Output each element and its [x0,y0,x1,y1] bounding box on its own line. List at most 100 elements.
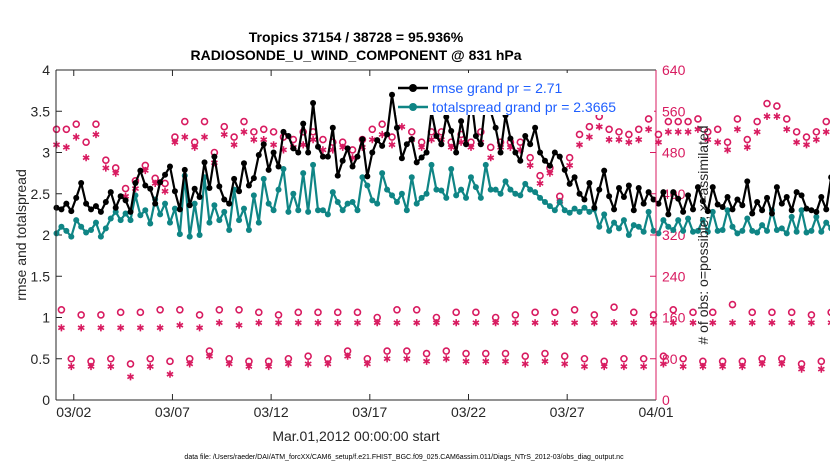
totalspread-point [241,206,247,212]
rmse-point [611,206,617,212]
totalspread-point [162,201,168,207]
rmse-point [113,205,119,211]
y-left-tick-label: 2.5 [31,186,51,202]
rmse-point [108,189,114,195]
rmse-point [591,205,597,211]
obs-possible-point [725,139,731,145]
totalspread-point [290,191,296,197]
totalspread-point [310,162,316,168]
rmse-point [823,206,829,212]
rmse-point [631,207,637,213]
chart-title-line2: RADIOSONDE_U_WIND_COMPONENT @ 831 hPa [190,47,521,63]
rmse-point [818,194,824,200]
totalspread-point [236,217,242,223]
totalspread-point [206,220,212,226]
totalspread-point [463,195,469,201]
rmse-point [93,203,99,209]
totalspread-point [98,234,104,240]
obs-possible-point [680,356,686,362]
obs-assimilated-point [675,128,681,135]
totalspread-point [443,195,449,201]
obs-assimilated-point [813,136,819,143]
obs-assimilated-point [784,126,790,133]
rmse-point [665,211,671,217]
totalspread-point [354,207,360,213]
totalspread-point [754,230,760,236]
rmse-point [177,206,183,212]
obs-assimilated-point [769,319,775,326]
rmse-point [162,172,168,178]
rmse-point [132,180,138,186]
totalspread-point [374,201,380,207]
rmse-point [433,133,439,139]
totalspread-point [606,228,612,234]
totalspread-point [626,232,632,238]
rmse-point [276,164,282,170]
rmse-point [364,173,370,179]
totalspread-point [404,207,410,213]
rmse-point [779,201,785,207]
rmse-point [389,92,395,98]
obs-possible-point [808,312,814,318]
obs-assimilated-point [680,363,686,370]
totalspread-point [73,217,79,223]
totalspread-point [596,224,602,230]
rmse-point [725,194,731,200]
legend-spread-label: totalspread grand pr = 2.3665 [432,99,616,115]
rmse-point [813,209,819,215]
obs-assimilated-point [749,319,755,326]
rmse-point [354,154,360,160]
rmse-point [685,192,691,198]
x-tick-label: 03/07 [155,404,190,420]
obs-possible-point [685,119,691,125]
obs-possible-point [675,119,681,125]
totalspread-point [493,187,499,193]
rmse-point [285,133,291,139]
totalspread-point [611,220,617,226]
rmse-point [572,174,578,180]
totalspread-point [729,224,735,230]
totalspread-point [295,207,301,213]
rmse-point [399,155,405,161]
totalspread-point [577,209,583,215]
totalspread-point [616,225,622,231]
rmse-point [300,121,306,127]
rmse-point [73,195,79,201]
x-label: Mar.01,2012 00:00:00 start [272,428,439,444]
totalspread-point [419,195,425,201]
rmse-point [103,199,109,205]
y-right-label: # of obs: o=possible; ×=assimilated [695,125,711,344]
totalspread-point [794,229,800,235]
rmse-point [453,150,459,156]
y-left-tick-label: 2 [42,227,50,243]
rmse-point [493,125,499,131]
totalspread-point [537,195,543,201]
obs-assimilated-point [665,128,671,135]
totalspread-point [414,201,420,207]
rmse-point [202,159,208,165]
rmse-point [98,209,104,215]
y-right-tick-label: 240 [662,268,686,284]
rmse-point [581,197,587,203]
totalspread-point [246,227,252,233]
totalspread-point [177,231,183,237]
totalspread-point [261,176,267,182]
rmse-point [261,141,267,147]
rmse-point [63,201,69,207]
totalspread-point [142,207,148,213]
totalspread-point [88,227,94,233]
totalspread-point [251,192,257,198]
rmse-point [345,145,351,151]
totalspread-point [547,203,553,209]
totalspread-point [636,224,642,230]
rmse-point [197,194,203,200]
obs-assimilated-point [734,126,740,133]
obs-possible-point [803,134,809,140]
totalspread-point [473,184,479,190]
totalspread-point [675,217,681,223]
obs-possible-point [818,358,824,364]
rmse-point [463,141,469,147]
plot-area [56,70,656,400]
totalspread-point [808,228,814,234]
